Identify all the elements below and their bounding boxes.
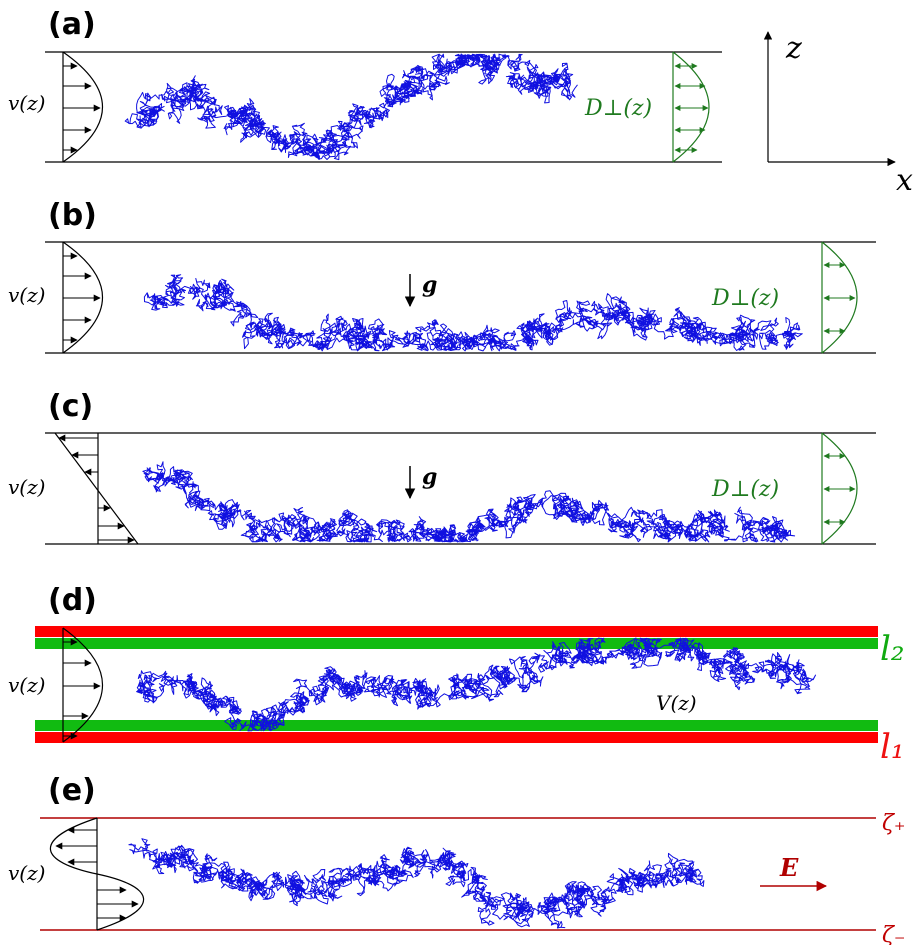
top-red-band [35,626,878,637]
diffusion-label: D⊥(z) [584,96,652,121]
panel-c: (c) v(z) g D⊥(z) [8,389,876,545]
velocity-label: v(z) [8,861,45,885]
potential-label: V(z) [656,691,697,715]
l2-label: l₂ [880,629,905,669]
gravity-label: g [422,272,437,298]
velocity-label: v(z) [8,673,45,697]
panel-c-label: (c) [48,389,93,424]
velocity-profile [62,241,103,354]
panel-a: (a) v(z) D⊥(z) z [8,7,913,198]
panel-e-label: (e) [48,773,96,808]
random-walk-trajectory [143,274,803,352]
panel-b: (b) v(z) g D⊥(z) [8,198,876,354]
velocity-label: v(z) [8,475,45,499]
panel-d: (d) v(z) V(z) l₂ l₁ [8,583,905,767]
walk-path-d [136,637,816,732]
panel-e: (e) v(z) E ζ₊ ζ₋ [8,773,906,945]
electric-field-label: E [779,853,799,882]
velocity-profile [49,817,145,931]
panel-b-label: (b) [48,198,97,233]
coordinate-axes [763,31,896,167]
panel-a-label: (a) [48,7,96,42]
l1-label: l₁ [880,727,905,767]
diffusion-label: D⊥(z) [711,286,779,311]
bottom-green-band [35,720,878,731]
diffusion-profile [821,432,858,545]
diffusion-profile [672,51,710,163]
top-green-band [35,638,878,649]
diffusion-label: D⊥(z) [711,477,779,502]
velocity-profile [54,432,139,545]
random-walk-trajectory [142,461,796,543]
zeta-plus-label: ζ₊ [882,811,906,836]
random-walk-trajectory [124,53,578,161]
diffusion-profile [821,241,858,354]
walk-path-e [128,838,705,929]
velocity-label: v(z) [8,283,45,307]
walk-path-c [142,461,796,543]
random-walk-trajectory [128,838,705,929]
axis-z-label: z [785,31,802,66]
velocity-profile [62,51,103,163]
walk-path-a [124,53,578,161]
zeta-minus-label: ζ₋ [882,923,906,945]
axis-x-label: x [896,163,913,198]
walk-path-b [143,274,803,352]
velocity-label: v(z) [8,91,45,115]
panel-d-label: (d) [48,583,97,618]
bottom-red-band [35,732,878,743]
velocity-profile [62,627,103,743]
random-walk-trajectory [136,637,816,732]
gravity-label: g [422,464,437,490]
